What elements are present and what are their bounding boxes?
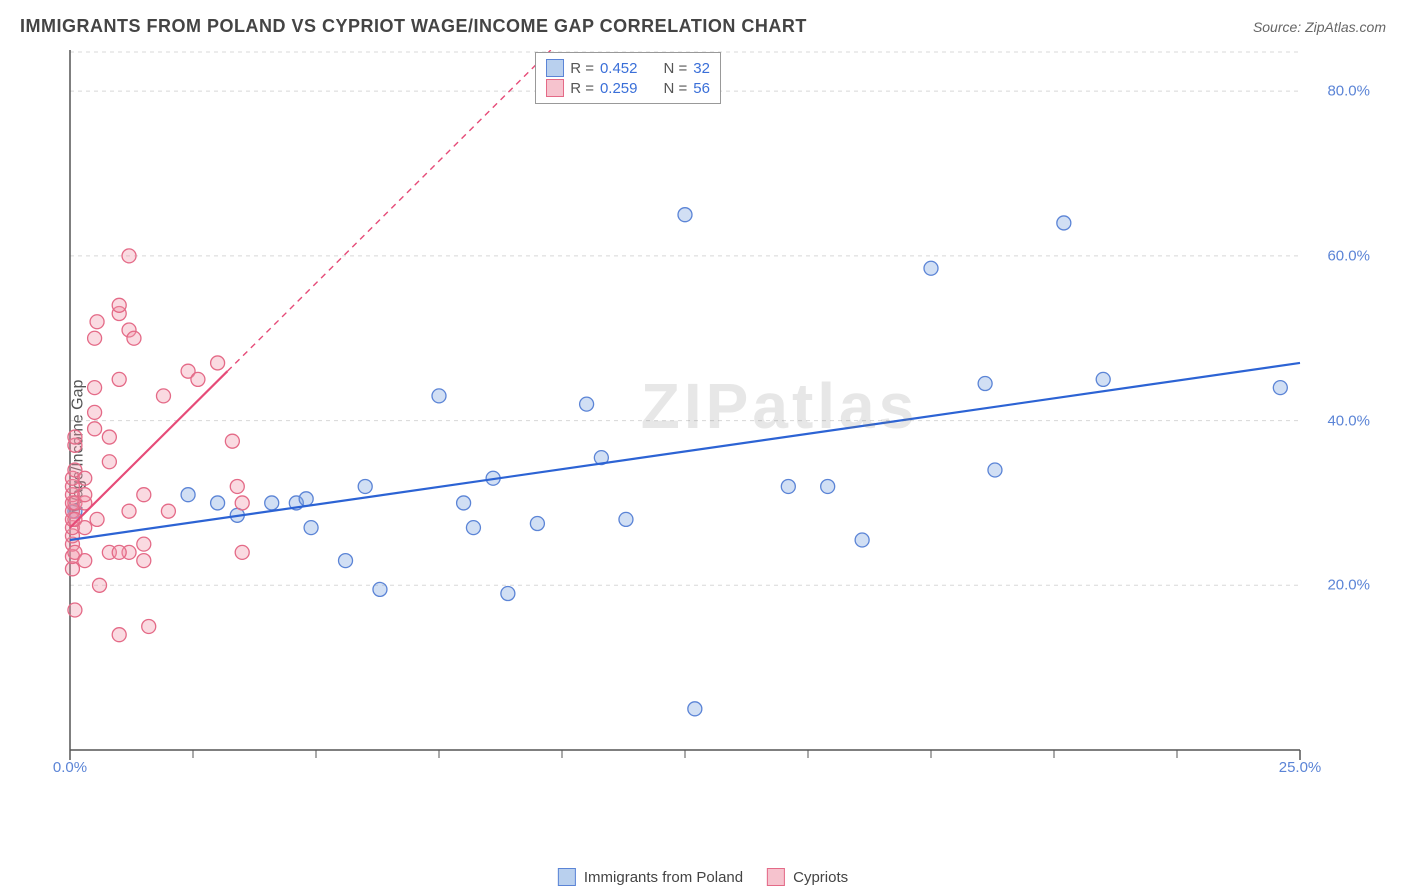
legend-item: Immigrants from Poland	[558, 868, 743, 886]
chart-title: IMMIGRANTS FROM POLAND VS CYPRIOT WAGE/I…	[20, 16, 807, 37]
data-point	[88, 422, 102, 436]
data-point	[1057, 216, 1071, 230]
legend-swatch	[558, 868, 576, 886]
data-point	[235, 496, 249, 510]
y-tick-label: 80.0%	[1327, 83, 1370, 100]
data-point	[161, 504, 175, 518]
data-point	[781, 479, 795, 493]
data-point	[68, 603, 82, 617]
data-point	[457, 496, 471, 510]
data-point	[1096, 372, 1110, 386]
legend-n-label: N =	[664, 60, 688, 77]
data-point	[102, 430, 116, 444]
trend-line-dash	[227, 50, 550, 371]
data-point	[211, 356, 225, 370]
data-point	[373, 582, 387, 596]
legend-n-label: N =	[664, 80, 688, 97]
data-point	[924, 261, 938, 275]
data-point	[432, 389, 446, 403]
x-tick-label: 25.0%	[1279, 759, 1322, 776]
data-point	[142, 619, 156, 633]
data-point	[156, 389, 170, 403]
legend-n-value: 56	[693, 80, 710, 97]
legend-swatch	[546, 59, 564, 77]
data-point	[530, 517, 544, 531]
data-point	[90, 512, 104, 526]
data-point	[580, 397, 594, 411]
data-point	[78, 521, 92, 535]
header: IMMIGRANTS FROM POLAND VS CYPRIOT WAGE/I…	[20, 16, 1386, 37]
scatter-chart-svg	[60, 50, 1380, 810]
legend-n-value: 32	[693, 60, 710, 77]
data-point	[501, 587, 515, 601]
plot-area: ZIPatlas R =0.452N =32R =0.259N =56 0.0%…	[60, 50, 1380, 810]
data-point	[122, 249, 136, 263]
legend-r-value: 0.452	[600, 60, 638, 77]
data-point	[191, 372, 205, 386]
data-point	[137, 554, 151, 568]
data-point	[137, 488, 151, 502]
data-point	[88, 381, 102, 395]
legend-swatch	[767, 868, 785, 886]
data-point	[299, 492, 313, 506]
data-point	[112, 372, 126, 386]
y-tick-label: 40.0%	[1327, 412, 1370, 429]
data-point	[1273, 381, 1287, 395]
y-tick-label: 20.0%	[1327, 577, 1370, 594]
data-point	[265, 496, 279, 510]
data-point	[225, 434, 239, 448]
data-point	[988, 463, 1002, 477]
data-point	[88, 405, 102, 419]
data-point	[688, 702, 702, 716]
data-point	[678, 208, 692, 222]
data-point	[78, 471, 92, 485]
data-point	[90, 315, 104, 329]
legend-item: Cypriots	[767, 868, 848, 886]
legend-r-label: R =	[570, 60, 594, 77]
data-point	[619, 512, 633, 526]
data-point	[339, 554, 353, 568]
data-point	[978, 377, 992, 391]
data-point	[358, 479, 372, 493]
x-tick-label: 0.0%	[53, 759, 87, 776]
data-point	[112, 298, 126, 312]
data-point	[78, 488, 92, 502]
legend-label: Immigrants from Poland	[584, 869, 743, 886]
legend-row: R = 0.259 N = 56	[546, 79, 710, 97]
trend-line	[70, 363, 1300, 540]
legend-r-label: R =	[570, 80, 594, 97]
data-point	[102, 455, 116, 469]
source-label: Source: ZipAtlas.com	[1253, 19, 1386, 35]
data-point	[112, 628, 126, 642]
data-point	[230, 479, 244, 493]
legend-swatch	[546, 79, 564, 97]
data-point	[122, 504, 136, 518]
data-point	[93, 578, 107, 592]
data-point	[211, 496, 225, 510]
data-point	[235, 545, 249, 559]
data-point	[304, 521, 318, 535]
legend-r-value: 0.259	[600, 80, 638, 97]
data-point	[181, 488, 195, 502]
data-point	[821, 479, 835, 493]
data-point	[127, 331, 141, 345]
data-point	[466, 521, 480, 535]
correlation-legend: R = 0.452 N = 32 R = 0.259 N = 56	[535, 52, 721, 104]
data-point	[88, 331, 102, 345]
legend-label: Cypriots	[793, 869, 848, 886]
legend-row: R = 0.452 N = 32	[546, 59, 710, 77]
y-tick-label: 60.0%	[1327, 247, 1370, 264]
data-point	[112, 545, 126, 559]
series-legend: Immigrants from Poland Cypriots	[558, 868, 848, 886]
data-point	[78, 554, 92, 568]
data-point	[68, 430, 82, 444]
data-point	[855, 533, 869, 547]
data-point	[137, 537, 151, 551]
